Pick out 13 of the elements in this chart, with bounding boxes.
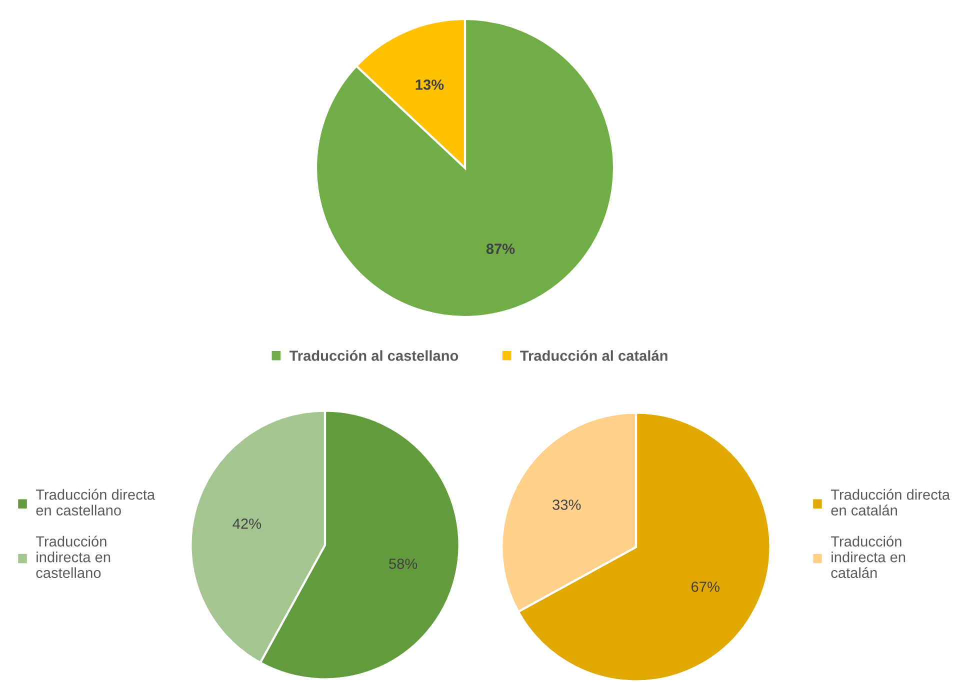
data-label: 42% xyxy=(232,518,262,529)
data-label: 67% xyxy=(692,582,720,592)
legend-label: Traducción al castellano xyxy=(289,350,458,361)
legend-label: Traducción indirecta en castellano xyxy=(36,536,110,578)
data-label: 33% xyxy=(552,500,581,510)
legend-label: Traducción al catalán xyxy=(520,350,668,361)
pie-slice xyxy=(314,18,616,318)
legend-label: Traducción directa en catalán xyxy=(830,488,950,516)
legend-label: Traducción directa en castellano xyxy=(36,488,156,516)
legend-label: Traducción indirecta en catalán xyxy=(830,536,906,578)
data-label: 87% xyxy=(486,244,515,254)
data-label: 58% xyxy=(389,558,418,569)
data-label: 13% xyxy=(416,80,444,90)
